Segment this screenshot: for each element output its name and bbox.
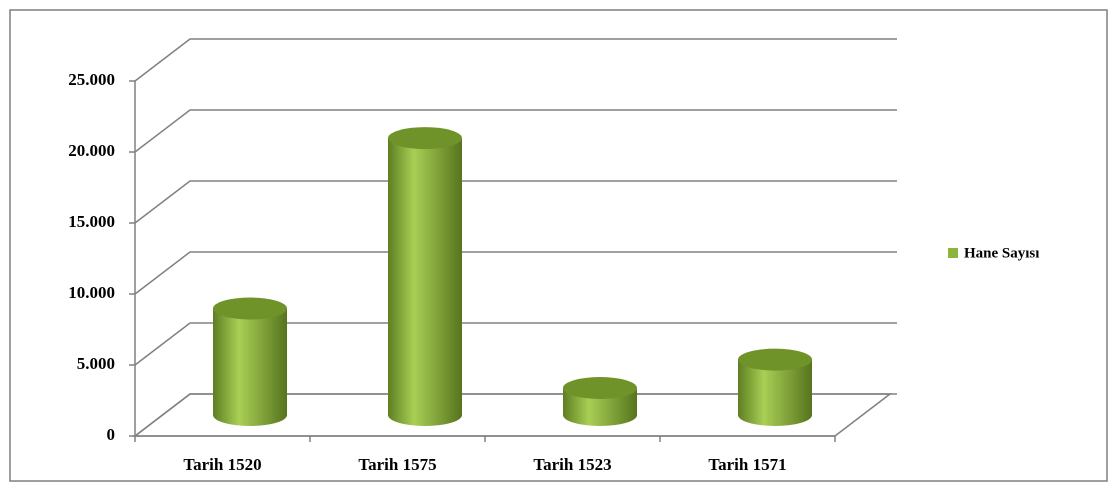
x-tick-label: Tarih 1520 — [183, 455, 261, 474]
y-tick-label: 25.000 — [68, 70, 115, 89]
grid-line — [134, 38, 897, 82]
bar-body — [388, 138, 462, 426]
bar — [388, 127, 462, 426]
legend-label: Hane Sayısı — [964, 245, 1039, 261]
y-tick-label: 0 — [107, 425, 116, 444]
y-tick-label: 20.000 — [68, 141, 115, 160]
bar-top — [213, 297, 287, 320]
y-tick-label: 10.000 — [68, 283, 115, 302]
y-tick-label: 15.000 — [68, 212, 115, 231]
bar — [563, 377, 637, 426]
x-tick-label: Tarih 1523 — [533, 455, 611, 474]
y-tick-label: 5.000 — [77, 354, 115, 373]
bar — [213, 297, 287, 426]
chart-border — [9, 9, 1108, 482]
grid-line — [134, 109, 897, 153]
bar — [738, 348, 812, 426]
grid-line — [134, 180, 897, 224]
bar-top — [563, 377, 637, 400]
bar-top — [738, 348, 812, 371]
grid-line — [134, 322, 897, 366]
x-tick-label: Tarih 1575 — [358, 455, 436, 474]
grid-line — [134, 251, 897, 295]
bar-body — [738, 359, 812, 426]
bar-top — [388, 127, 462, 150]
x-tick-label: Tarih 1571 — [708, 455, 786, 474]
grid-line — [134, 393, 897, 437]
legend-swatch — [948, 248, 958, 258]
bar-body — [213, 308, 287, 426]
